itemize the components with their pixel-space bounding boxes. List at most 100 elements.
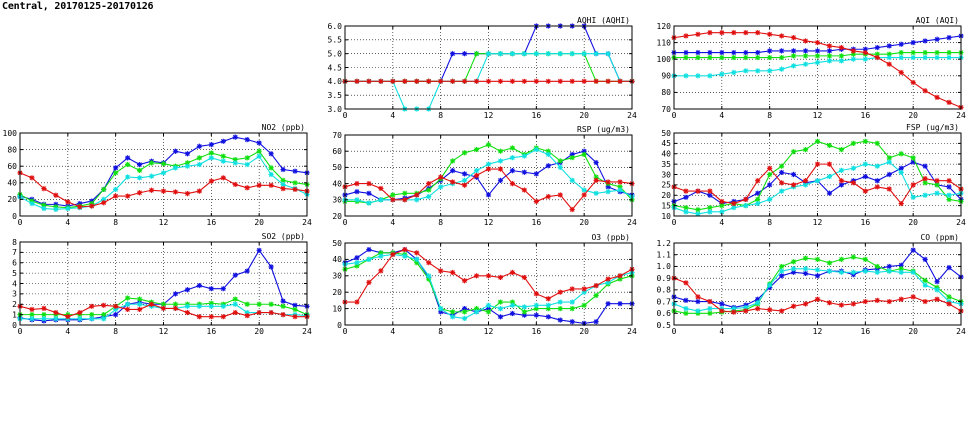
series-red <box>342 246 635 305</box>
data-point <box>125 301 131 307</box>
data-point <box>946 265 952 271</box>
data-point <box>125 174 131 180</box>
data-point <box>89 316 95 322</box>
data-point <box>802 147 809 153</box>
data-point <box>767 165 773 171</box>
data-point <box>767 48 773 54</box>
data-point <box>862 56 868 62</box>
data-point <box>545 51 551 57</box>
data-point <box>545 314 551 320</box>
data-point <box>802 255 809 261</box>
data-point <box>862 173 868 180</box>
x-tick-label: 24 <box>956 218 966 227</box>
data-point <box>605 78 611 84</box>
data-point <box>232 309 238 316</box>
x-tick-label: 4 <box>719 327 724 336</box>
data-point <box>557 306 563 312</box>
data-point <box>184 190 191 197</box>
data-point <box>414 256 420 262</box>
data-point <box>148 187 155 193</box>
data-point <box>461 278 468 284</box>
data-point <box>838 53 845 59</box>
data-point <box>569 319 575 325</box>
data-point <box>509 168 516 174</box>
data-point <box>533 198 539 205</box>
data-point <box>683 54 689 61</box>
data-point <box>946 35 952 41</box>
data-point <box>497 78 504 84</box>
data-point <box>922 54 928 61</box>
data-point <box>521 51 527 57</box>
data-point <box>509 269 516 276</box>
data-point <box>65 199 71 205</box>
data-point <box>244 137 250 143</box>
y-tick-label: 3.0 <box>328 105 343 114</box>
series-cyan <box>671 266 964 314</box>
data-point <box>136 296 143 302</box>
data-point <box>208 142 214 148</box>
data-point <box>136 167 143 173</box>
data-point <box>366 78 372 84</box>
data-point <box>581 151 587 158</box>
data-point <box>814 59 821 66</box>
y-tick-label: 50 <box>332 239 342 248</box>
x-tick-label: 12 <box>484 327 494 336</box>
data-point <box>593 292 599 299</box>
data-point <box>755 54 761 61</box>
data-point <box>683 73 689 79</box>
x-tick-label: 8 <box>767 111 772 120</box>
data-point <box>898 41 904 47</box>
data-point <box>485 142 492 148</box>
data-point <box>946 184 952 190</box>
data-point <box>934 49 940 56</box>
chart-title: FSP (ug/m3) <box>906 123 959 132</box>
data-point <box>946 54 952 61</box>
data-point <box>196 303 202 309</box>
y-tick-label: 4.0 <box>328 77 343 86</box>
data-point <box>886 159 892 165</box>
data-point <box>802 266 809 272</box>
data-point <box>719 30 725 36</box>
data-point <box>922 277 928 284</box>
data-point <box>125 193 131 199</box>
y-tick-label: 20 <box>661 191 671 200</box>
data-point <box>743 54 749 61</box>
data-point <box>581 289 587 295</box>
data-point <box>581 302 587 308</box>
data-point <box>874 178 880 184</box>
data-point <box>581 187 587 193</box>
data-point <box>485 161 492 167</box>
data-point <box>850 301 856 307</box>
data-point <box>557 299 563 305</box>
data-point <box>461 315 468 322</box>
series-line <box>673 163 962 205</box>
data-point <box>707 298 713 305</box>
y-tick-label: 1 <box>12 310 17 319</box>
x-tick-label: 16 <box>532 327 542 336</box>
data-point <box>898 266 904 272</box>
data-point <box>77 309 83 316</box>
data-point <box>136 175 143 181</box>
x-tick-label: 8 <box>438 111 443 120</box>
x-tick-label: 4 <box>65 218 70 227</box>
data-point <box>838 256 845 262</box>
data-point <box>790 303 797 309</box>
data-point <box>731 200 737 207</box>
data-point <box>593 177 599 183</box>
data-point <box>695 211 701 217</box>
data-point <box>838 302 845 308</box>
y-tick-label: 40 <box>332 255 342 264</box>
data-point <box>473 306 480 312</box>
data-point <box>707 30 713 36</box>
data-point <box>113 170 119 176</box>
data-point <box>172 165 179 171</box>
data-point <box>101 312 107 318</box>
x-tick-label: 12 <box>484 111 494 120</box>
x-tick-label: 16 <box>861 218 871 227</box>
x-tick-label: 8 <box>438 218 443 227</box>
data-point <box>41 305 47 311</box>
x-tick-label: 0 <box>672 327 677 336</box>
data-point <box>53 192 59 198</box>
y-tick-label: 60 <box>7 162 17 171</box>
data-point <box>874 54 880 61</box>
